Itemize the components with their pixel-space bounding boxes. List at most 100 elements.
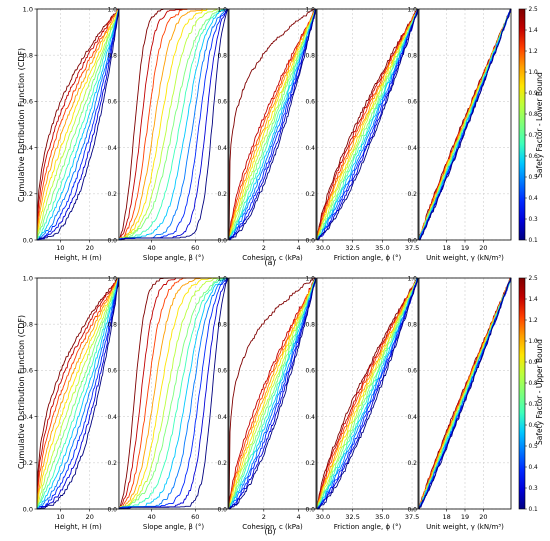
- x-tick-label: 37.5: [405, 513, 419, 521]
- x-tick-label: 32.5: [345, 513, 359, 521]
- cdf-series-line: [316, 8, 419, 241]
- subplot-a-2: 40 60 Slope angle, β (°) 0.0 0.2 0.4 0.6 0.8 1.0: [107, 6, 229, 262]
- axes-frame: [118, 8, 229, 241]
- y-tick-label: 1.0: [217, 275, 227, 282]
- colorbar-bar: [518, 277, 526, 510]
- y-tick-label: 0.8: [305, 53, 315, 60]
- y-tick-label: 0.6: [107, 99, 117, 106]
- y-tick-label: 0.0: [305, 237, 315, 244]
- y-tick-label: 0.4: [23, 413, 33, 421]
- cdf-series-line: [118, 277, 228, 510]
- y-tick-label: 0.0: [23, 505, 33, 513]
- axes-frame: [316, 8, 419, 241]
- x-axis-label: Height, H (m): [54, 523, 102, 531]
- cdf-series-line: [118, 277, 229, 510]
- cdf-series-line: [228, 8, 317, 241]
- colorbar-tick-label: 0.9: [529, 360, 539, 366]
- subplot-a-1: 10 20 Height, H (m) 0.0 0.2 0.4 0.6 0.8 1.0: [23, 5, 120, 262]
- cdf-series-line: [316, 277, 419, 510]
- colorbar-tick-label: 0.4: [529, 465, 539, 471]
- cdf-series-line: [37, 8, 120, 241]
- y-tick-label: 0.6: [305, 368, 315, 375]
- cdf-series-line: [36, 277, 120, 510]
- x-axis-label: Friction angle, ϕ (°): [334, 254, 402, 262]
- x-tick-label: 37.5: [405, 244, 419, 252]
- cdf-series-line: [228, 8, 317, 241]
- x-tick-label: 2: [262, 513, 266, 521]
- cdf-series-line: [229, 8, 317, 241]
- y-tick-label: 1.0: [107, 275, 117, 282]
- colorbar-tick-label: 0.6: [529, 423, 539, 429]
- cdf-series-line: [228, 8, 317, 241]
- y-tick-label: 0.0: [217, 237, 227, 244]
- cdf-series-line: [228, 277, 317, 510]
- axes-frame: [118, 277, 229, 510]
- colorbar-top: 0.1 0.3 0.4 0.5 0.6 0.7 0.8 0.9 1.0 1.2 1.4 2.5: [518, 7, 539, 244]
- x-tick-label: 40: [148, 244, 156, 252]
- x-axis-label: Friction angle, ϕ (°): [334, 523, 402, 531]
- cdf-series-line: [316, 277, 419, 510]
- cdf-series-line: [316, 277, 419, 510]
- x-tick-label: 4: [297, 244, 301, 252]
- colorbar-tick-label: 0.5: [529, 175, 539, 181]
- cdf-series-line: [418, 277, 512, 510]
- y-tick-label: 0.2: [217, 191, 227, 198]
- y-tick-label: 0.2: [305, 191, 315, 198]
- cdf-series-line: [118, 277, 228, 510]
- colorbar-title-bottom: Safety Factor - Upper Bound: [535, 339, 544, 445]
- cdf-series-line: [228, 277, 317, 510]
- cdf-series-line: [317, 277, 419, 510]
- cdf-series-line: [228, 8, 317, 241]
- cdf-series-line: [119, 8, 229, 241]
- colorbar-tick-label: 1.2: [529, 318, 539, 324]
- cdf-series-line: [317, 277, 419, 510]
- cdf-series-line: [118, 8, 228, 241]
- colorbar-tick-label: 2.5: [529, 7, 539, 13]
- subplot-b-2: 40 60 Slope angle, β (°) 0.0 0.2 0.4 0.6 0.8 1.0: [107, 275, 229, 531]
- colorbar-tick-label: 0.7: [529, 133, 539, 139]
- cdf-series-line: [228, 8, 317, 241]
- y-tick-label: 0.0: [407, 506, 417, 513]
- colorbar-tick-label: 0.8: [529, 381, 539, 387]
- colorbar-tick-label: 1.0: [529, 339, 539, 345]
- cdf-series-line: [36, 8, 120, 241]
- cdf-series-line: [228, 277, 317, 510]
- y-tick-label: 0.6: [217, 99, 227, 106]
- y-tick-label: 0.6: [23, 367, 33, 375]
- colorbar-tick-label: 1.4: [529, 297, 539, 303]
- cdf-series-line: [36, 277, 120, 510]
- cdf-series-line: [316, 8, 419, 241]
- x-tick-label: 40: [148, 513, 156, 521]
- y-tick-label: 0.4: [107, 414, 117, 421]
- cdf-series-line: [228, 8, 317, 241]
- y-tick-label: 0.4: [217, 145, 227, 152]
- y-tick-label: 0.8: [217, 53, 227, 60]
- y-tick-label: 1.0: [305, 6, 315, 13]
- cdf-series-line: [316, 8, 419, 241]
- colorbar-tick-label: 0.5: [529, 444, 539, 450]
- y-tick-label: 0.0: [407, 237, 417, 244]
- y-tick-label: 0.6: [23, 98, 33, 106]
- y-tick-label: 1.0: [23, 274, 33, 282]
- y-tick-label: 1.0: [407, 6, 417, 13]
- cdf-series-line: [316, 277, 419, 510]
- y-tick-label: 0.2: [305, 460, 315, 467]
- y-tick-label: 0.8: [217, 322, 227, 329]
- colorbar-tick-label: 0.3: [529, 486, 539, 492]
- x-tick-label: 32.5: [345, 244, 359, 252]
- cdf-series-line: [228, 8, 317, 241]
- colorbar-title-top: Safety Factor - Lower Bound: [535, 72, 544, 178]
- x-tick-label: 20: [479, 244, 487, 252]
- y-tick-label: 0.2: [107, 191, 117, 198]
- cdf-series-line: [119, 277, 228, 510]
- colorbar-tick-label: 0.1: [529, 507, 539, 513]
- y-tick-label: 0.6: [407, 368, 417, 375]
- colorbar-tick-label: 0.1: [529, 238, 539, 244]
- subplot-b-5: 18 19 20 Unit weight, γ (kN/m³) 0.0 0.2 0.4 0.6…: [407, 275, 512, 531]
- cdf-series-line: [36, 277, 120, 510]
- y-tick-label: 1.0: [305, 275, 315, 282]
- x-tick-label: 30.0: [316, 513, 330, 521]
- x-tick-label: 20: [86, 244, 94, 252]
